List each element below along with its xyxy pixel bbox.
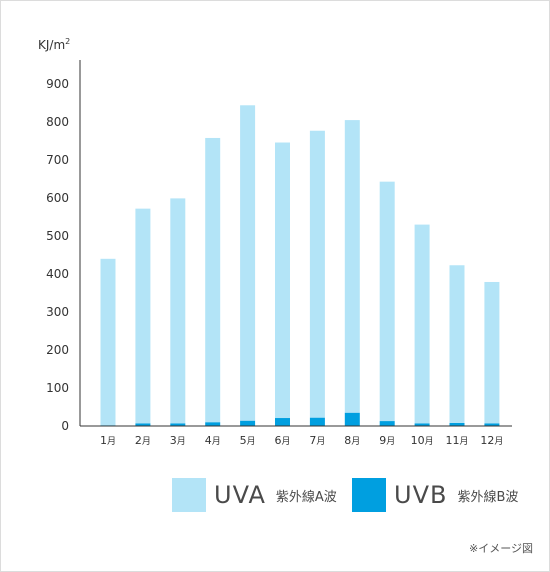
bar-uva xyxy=(100,258,116,426)
bar-uva xyxy=(414,224,430,424)
x-tick-label: 1月 xyxy=(100,434,116,447)
x-tick-label: 10月 xyxy=(411,434,434,447)
bar-uvb xyxy=(484,423,500,426)
bar-uvb xyxy=(275,418,290,426)
legend-label-uva: UVA xyxy=(214,481,266,509)
y-unit-label: KJ/m2 xyxy=(38,37,70,52)
y-tick-label: 900 xyxy=(46,77,69,91)
legend-desc-uvb: 紫外線B波 xyxy=(457,489,519,505)
bar-uva xyxy=(309,130,325,418)
x-tick-label: 3月 xyxy=(170,434,186,447)
legend-swatch-uva xyxy=(172,478,206,512)
bar-uvb xyxy=(135,423,151,426)
x-tick-label: 7月 xyxy=(309,434,325,447)
legend-uvb: UVB 紫外線B波 xyxy=(352,478,518,512)
bar-uva xyxy=(205,137,221,423)
y-tick-label: 700 xyxy=(46,153,69,167)
y-tick-label: 600 xyxy=(46,191,69,205)
note-text: ※イメージ図 xyxy=(469,542,533,555)
y-tick-label: 400 xyxy=(46,267,69,281)
bar-uvb xyxy=(205,422,221,426)
bar-uva xyxy=(275,142,290,419)
legend-desc-uva: 紫外線A波 xyxy=(275,489,337,505)
y-tick-label: 800 xyxy=(46,115,69,129)
x-tick-label: 9月 xyxy=(379,434,395,447)
x-tick-label: 2月 xyxy=(135,434,151,447)
x-tick-label: 12月 xyxy=(480,434,503,447)
bar-uvb xyxy=(344,412,360,426)
y-tick-label: 200 xyxy=(46,343,69,357)
bar-uvb xyxy=(449,422,465,426)
x-tick-label: 11月 xyxy=(445,434,468,447)
bar-uvb xyxy=(170,423,186,426)
legend-uva: UVA 紫外線A波 xyxy=(172,478,337,512)
bar-uva xyxy=(135,208,151,424)
bar-uva xyxy=(240,105,256,421)
bar-uvb xyxy=(379,421,395,426)
y-tick-label: 500 xyxy=(46,229,69,243)
bar-uvb xyxy=(309,417,325,426)
x-tick-label: 4月 xyxy=(205,434,221,447)
y-tick-label: 100 xyxy=(46,381,69,395)
x-tick-label: 8月 xyxy=(344,434,360,447)
y-tick-label: 300 xyxy=(46,305,69,319)
bar-uvb xyxy=(414,423,430,426)
bar-uvb xyxy=(240,420,256,426)
legend-swatch-uvb xyxy=(352,478,386,512)
x-tick-label: 5月 xyxy=(240,434,256,447)
bar-uva xyxy=(344,120,360,413)
bar-uva xyxy=(379,181,395,422)
y-tick-label: 0 xyxy=(61,419,69,433)
bar-uva xyxy=(484,281,500,424)
bar-uva xyxy=(449,265,465,423)
bar-uva xyxy=(170,198,186,424)
legend-label-uvb: UVB xyxy=(394,481,448,509)
x-tick-label: 6月 xyxy=(274,434,290,447)
